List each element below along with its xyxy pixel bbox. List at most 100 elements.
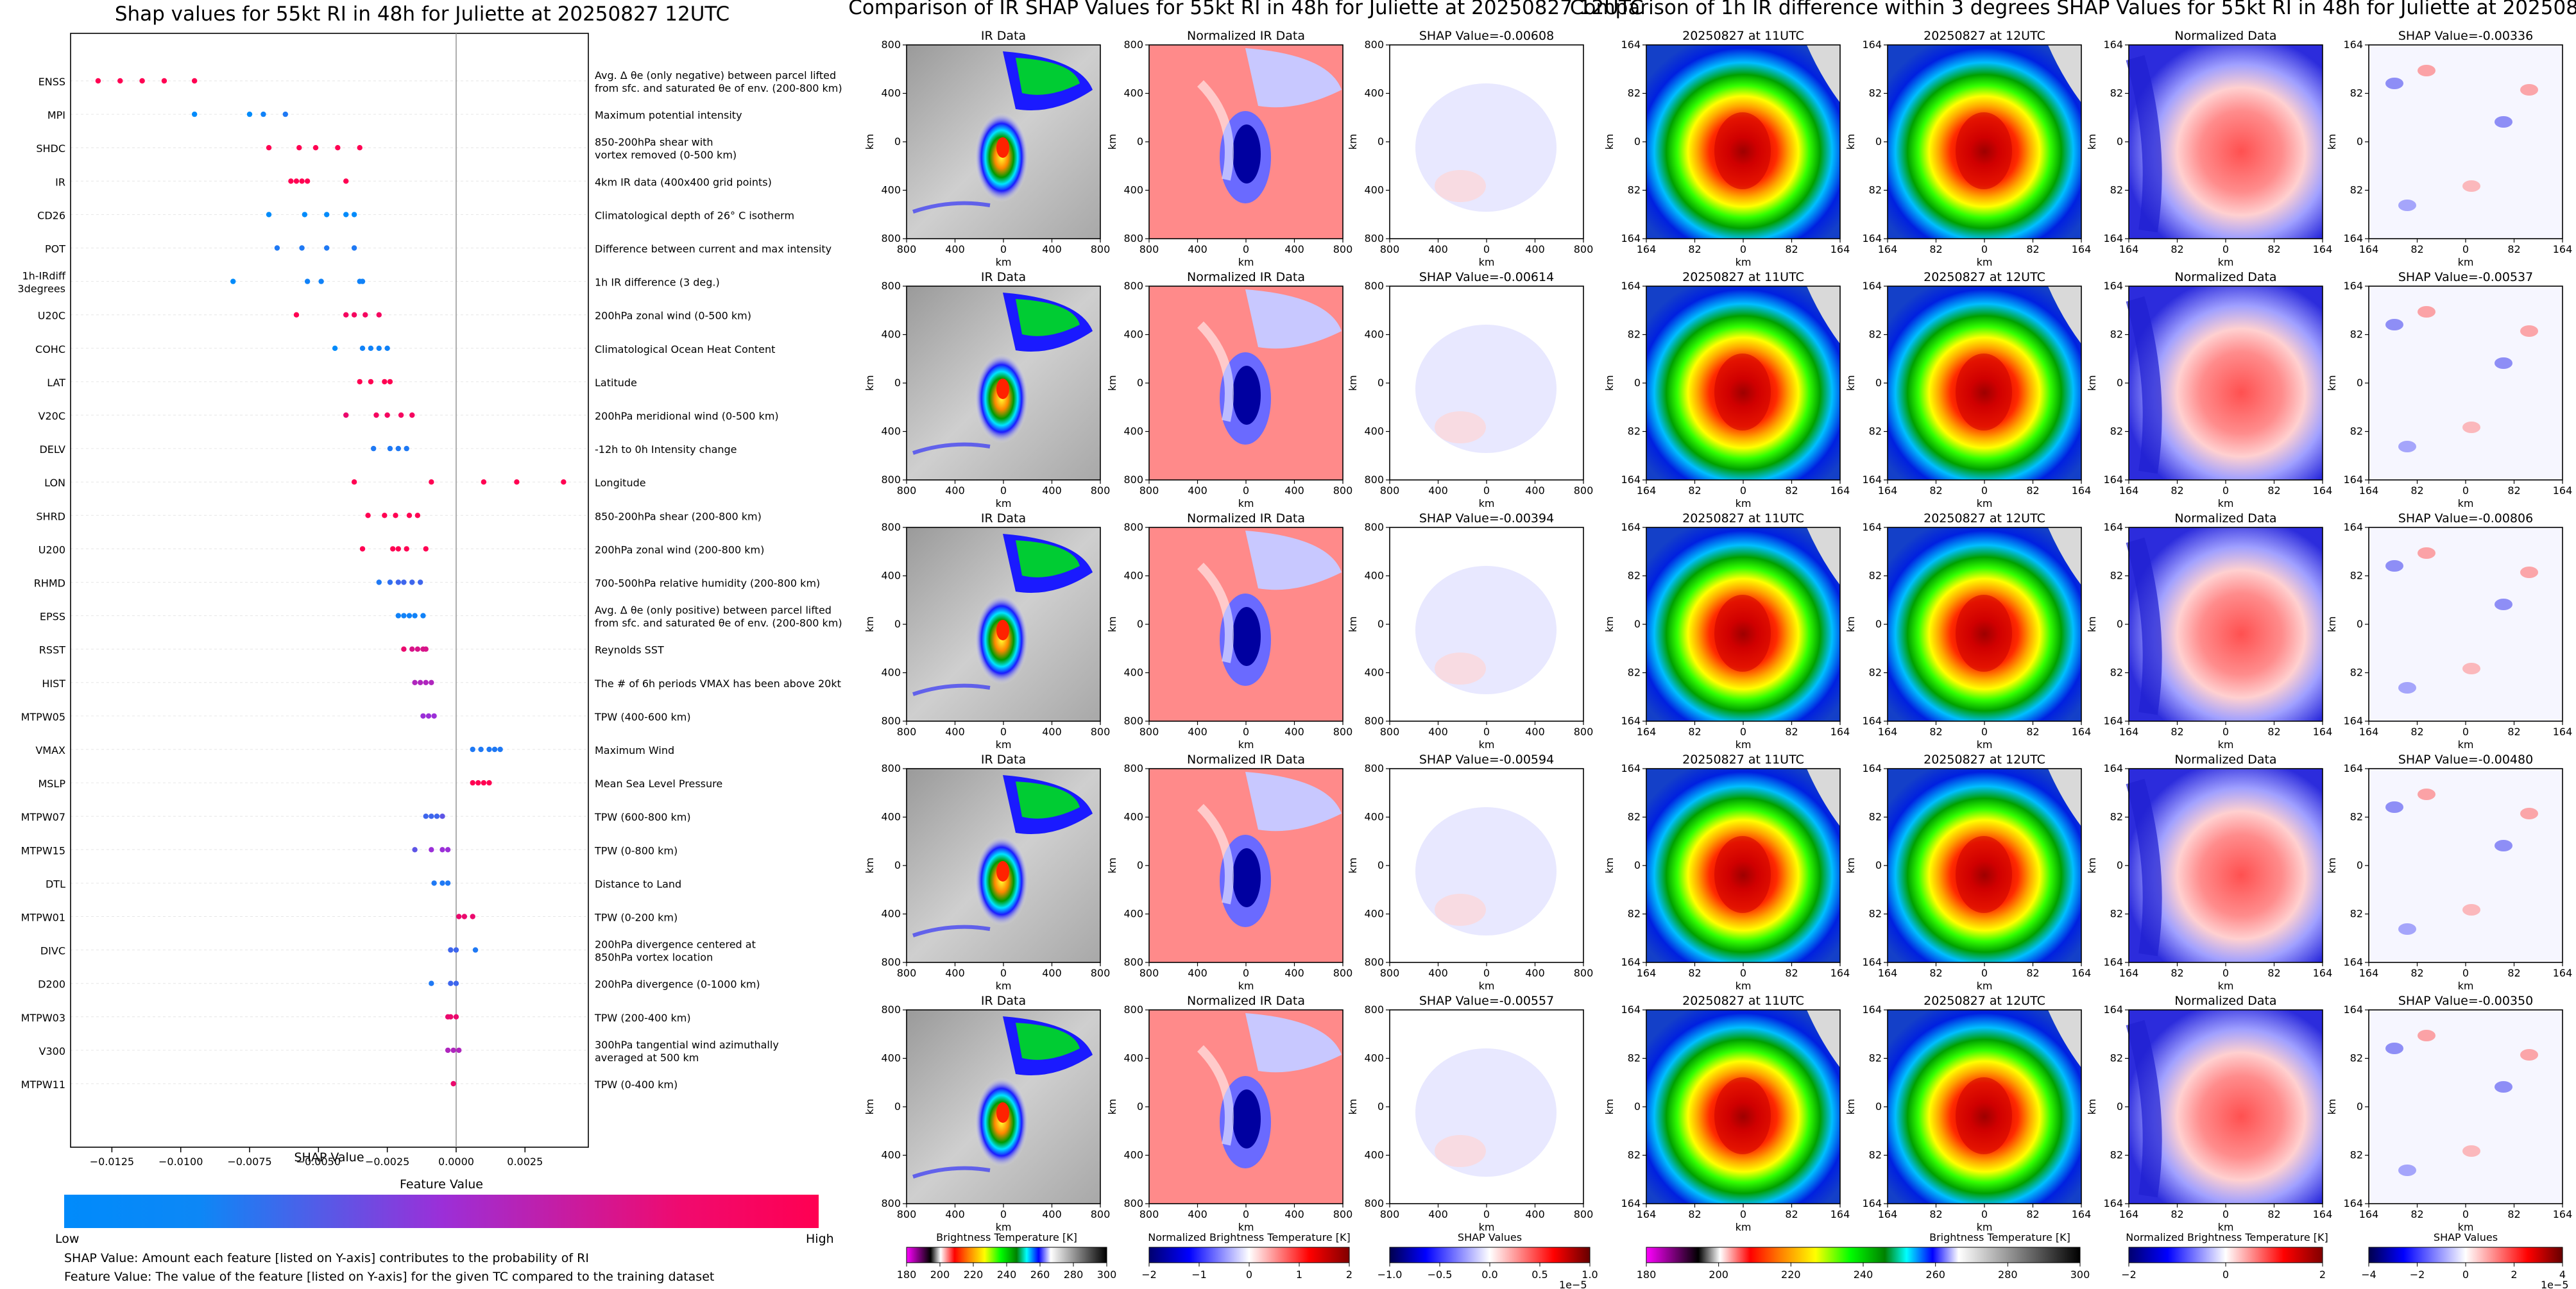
y-tick-label: 82	[2110, 184, 2123, 196]
shap-point	[191, 111, 198, 117]
x-tick-label: −0.0050	[296, 1156, 341, 1168]
y-tick-label: 164	[1621, 521, 1641, 533]
feature-name-label: SHDC	[36, 142, 65, 155]
feature-name-label: IR	[55, 176, 65, 188]
shap-point	[429, 479, 434, 485]
colorbar-tick-label: 300	[1097, 1268, 1117, 1281]
colorbar-tick-label: 220	[1781, 1268, 1801, 1281]
shap-point	[266, 212, 272, 218]
shap-point	[561, 479, 567, 485]
x-tick-label: 400	[1188, 243, 1207, 255]
x-axis-label: km	[1479, 980, 1495, 992]
shap-point	[351, 245, 357, 251]
y-tick-label: 164	[1621, 762, 1641, 774]
shap-point	[318, 278, 324, 284]
y-tick-label: 0	[1378, 859, 1384, 871]
feature-name-label: MSLP	[38, 778, 65, 790]
ir-cbar-norm-label: Normalized Brightness Temperature [K]	[1148, 1231, 1351, 1243]
y-tick-label: 82	[2110, 1052, 2123, 1064]
feature-name-label: CD26	[37, 209, 65, 221]
feature-description-label: Longitude	[595, 477, 646, 489]
x-tick-label: 164	[1637, 1208, 1657, 1220]
x-tick-label: 0	[1740, 243, 1746, 255]
y-tick-label: 82	[2110, 667, 2123, 679]
ir-normalized-image	[1149, 45, 1343, 239]
y-tick-label: 82	[2350, 908, 2363, 920]
y-tick-label: 400	[1364, 87, 1384, 99]
y-tick-label: 400	[1364, 908, 1384, 920]
feature-description-label: The # of 6h periods VMAX has been above …	[594, 678, 841, 690]
x-axis-label: km	[1736, 1221, 1752, 1233]
subplot-title: Normalized IR Data	[1187, 29, 1305, 43]
shap-point	[423, 546, 429, 552]
y-axis-label: km	[1845, 617, 1857, 633]
y-axis-label: km	[1106, 375, 1118, 391]
x-tick-label: 0	[1000, 967, 1007, 979]
x-tick-label: 400	[1042, 967, 1062, 979]
x-tick-label: −0.0025	[365, 1156, 409, 1168]
y-tick-label: 800	[1123, 280, 1143, 292]
y-tick-label: 800	[881, 956, 901, 968]
shap-point	[420, 613, 426, 619]
y-tick-label: 82	[2110, 87, 2123, 99]
colorbar-high-label: High	[806, 1232, 834, 1246]
x-tick-label: 82	[2410, 1208, 2423, 1220]
shap-point	[470, 746, 475, 753]
feature-description-label: TPW (0-800 km)	[594, 844, 678, 857]
x-axis-label: km	[1238, 980, 1254, 992]
y-tick-label: 164	[2103, 521, 2123, 533]
diff-12utc-image	[1888, 527, 2081, 721]
diff-12utc-image	[1888, 286, 2081, 480]
y-tick-label: 400	[1364, 570, 1384, 582]
x-tick-label: 164	[2313, 484, 2333, 497]
diff-11utc-image	[1646, 286, 1840, 480]
ir-colorbar-bt: Brightness Temperature [K] 180 200 220 240 2…	[897, 1231, 1117, 1281]
x-tick-label: 0	[1000, 1208, 1007, 1220]
x-tick-label: 0	[2462, 243, 2469, 255]
y-tick-label: 164	[2103, 762, 2123, 774]
feature-description-label: 4km IR data (400x400 grid points)	[595, 176, 772, 188]
y-tick-label: 82	[2350, 425, 2363, 438]
colorbar-tick-label: 1.0	[1582, 1268, 1598, 1281]
feature-name-label: U200	[38, 543, 65, 556]
y-axis-label: km	[1603, 1099, 1616, 1115]
y-tick-label: 82	[2110, 908, 2123, 920]
y-tick-label: 800	[1364, 762, 1384, 774]
x-tick-label: 82	[2507, 1208, 2520, 1220]
x-axis-label: km	[2458, 980, 2474, 992]
y-tick-label: 800	[881, 715, 901, 727]
shap-point	[395, 546, 402, 552]
shap-point	[470, 914, 475, 919]
colorbar-tick-label: 2	[2319, 1268, 2326, 1281]
x-axis-label: km	[996, 497, 1012, 509]
shap-point	[423, 679, 429, 686]
x-tick-label: 0.0000	[438, 1156, 474, 1168]
x-tick-label: 164	[1878, 1208, 1898, 1220]
feature-row: DIVC 200hPa divergence centered at850hPa …	[40, 939, 756, 964]
x-tick-label: 0	[1483, 1208, 1490, 1220]
subplot-title: SHAP Value=-0.00394	[1419, 511, 1554, 525]
y-tick-label: 164	[2343, 956, 2363, 968]
colorbar-tick-label: 200	[930, 1268, 950, 1281]
x-tick-label: 164	[1878, 484, 1898, 497]
x-tick-label: 800	[1574, 1208, 1594, 1220]
x-tick-label: 0	[1981, 967, 1988, 979]
feature-rows: ENSS Avg. Δ θe (only negative) between pa…	[17, 69, 842, 1091]
x-tick-label: 800	[1380, 726, 1400, 738]
x-tick-label: 164	[2119, 726, 2139, 738]
feature-name-label: HIST	[42, 678, 65, 690]
y-axis-label: km	[2086, 375, 2098, 391]
x-tick-label: 82	[1688, 484, 1701, 497]
diff-normalized-image	[2126, 45, 2323, 239]
diff-comparison-panel: Comparison of 1h IR difference within 3 …	[1570, 0, 2576, 1289]
x-tick-label: 800	[897, 1208, 917, 1220]
y-tick-label: 400	[1123, 1149, 1143, 1161]
x-tick-label: 800	[1091, 1208, 1111, 1220]
x-tick-label: 400	[1428, 726, 1448, 738]
x-tick-label: 164	[2553, 967, 2573, 979]
y-axis-label: km	[2326, 375, 2338, 391]
feature-row: D200 200hPa divergence (0-1000 km)	[38, 978, 760, 991]
y-axis-label: km	[864, 617, 876, 633]
x-tick-label: 82	[2410, 484, 2423, 497]
